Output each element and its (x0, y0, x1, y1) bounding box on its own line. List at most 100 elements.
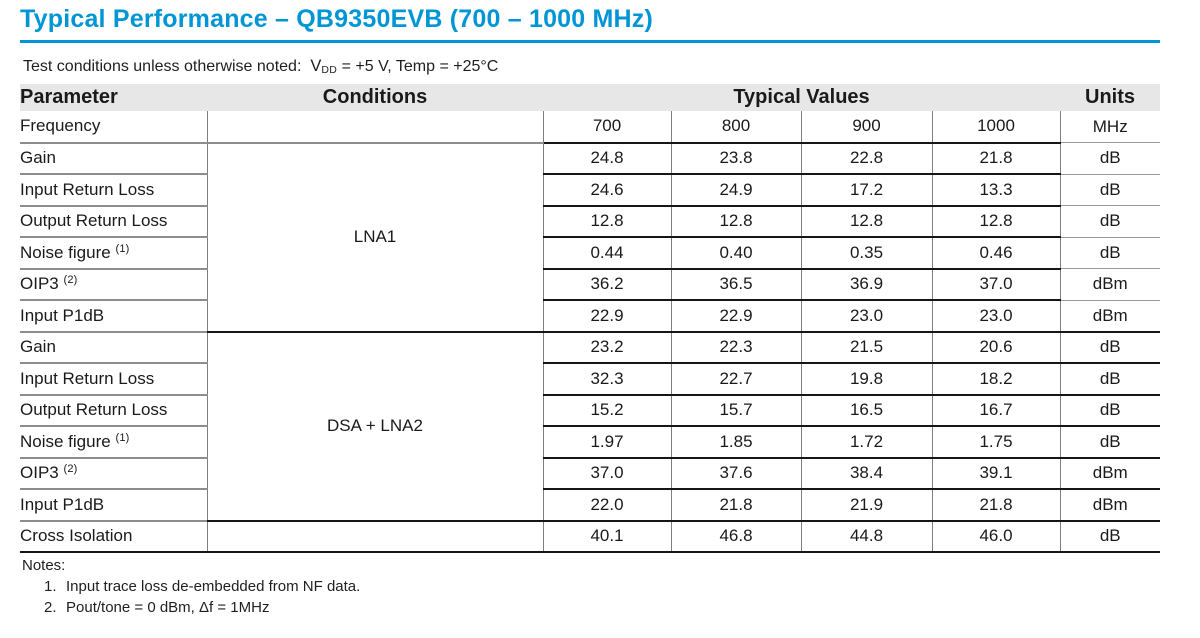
value-cell: 19.8 (801, 363, 933, 396)
value-cell: 22.3 (671, 331, 802, 364)
table-row: Input Return Loss 24.6 24.9 17.2 13.3 dB (20, 174, 1160, 207)
value-cell: 1.85 (671, 426, 802, 459)
value-cell: 24.6 (543, 174, 672, 207)
value-cell: 21.8 (932, 489, 1061, 522)
unit-cell: dB (1060, 331, 1160, 364)
value-cell: 16.7 (932, 394, 1061, 427)
value-cell: 23.8 (671, 142, 802, 175)
conditions-cell-dsa-lna2: DSA + LNA2 (207, 331, 544, 522)
value-cell: 12.8 (801, 205, 933, 238)
conditions-cell (207, 520, 544, 553)
notes-label: Notes: (22, 557, 66, 574)
unit-cell: dB (1060, 426, 1160, 459)
value-cell: 21.5 (801, 331, 933, 364)
table-row: Frequency 700 800 900 1000 MHz (20, 111, 1160, 144)
value-cell: 22.9 (671, 300, 802, 333)
table-row: Gain LNA1 24.8 23.8 22.8 21.8 dB (20, 142, 1160, 333)
value-cell: 21.9 (801, 489, 933, 522)
parameter-cell: Output Return Loss (20, 394, 208, 427)
value-cell: 46.8 (671, 520, 802, 553)
note-number: 1. (44, 578, 57, 595)
value-cell: 15.7 (671, 394, 802, 427)
note-item: 2. Pout/tone = 0 dBm, Δf = 1MHz (22, 597, 360, 618)
parameter-cell: Gain (20, 331, 208, 364)
table-row: Noise figure (1) 1.97 1.85 1.72 1.75 dB (20, 426, 1160, 459)
value-cell: 24.8 (543, 142, 672, 175)
header-typical-values: Typical Values (543, 84, 1060, 111)
value-cell: 22.0 (543, 489, 672, 522)
footnote-ref: (1) (115, 431, 130, 444)
footnote-ref: (1) (115, 242, 130, 255)
table-row: OIP3 (2) 37.0 37.6 38.4 39.1 dBm (20, 457, 1160, 490)
value-cell: 18.2 (932, 363, 1061, 396)
parameter-cell: Input Return Loss (20, 363, 208, 396)
section-title-block: Typical Performance – QB9350EVB (700 – 1… (20, 5, 1160, 43)
value-cell: 800 (671, 111, 802, 144)
table-row: OIP3 (2) 36.2 36.5 36.9 37.0 dBm (20, 268, 1160, 301)
value-cell: 23.2 (543, 331, 672, 364)
unit-cell: dB (1060, 205, 1160, 238)
footnote-ref: (2) (63, 274, 78, 287)
value-cell: 36.2 (543, 268, 672, 301)
unit-cell: dBm (1060, 457, 1160, 490)
value-cell: 0.40 (671, 237, 802, 270)
unit-cell: dB (1060, 237, 1160, 269)
value-cell: 36.5 (671, 268, 802, 301)
unit-cell: dB (1060, 174, 1160, 206)
parameter-cell: Input Return Loss (20, 174, 208, 207)
note-number: 2. (44, 599, 57, 616)
unit-cell: dB (1060, 363, 1160, 396)
table-row: Output Return Loss 12.8 12.8 12.8 12.8 d… (20, 205, 1160, 238)
performance-table: Parameter Conditions Typical Values Unit… (20, 84, 1160, 553)
value-cell: 37.0 (932, 268, 1061, 301)
value-cell: 1.72 (801, 426, 933, 459)
value-cell: 21.8 (671, 489, 802, 522)
table-row: Input Return Loss 32.3 22.7 19.8 18.2 dB (20, 363, 1160, 396)
value-cell: 40.1 (543, 520, 672, 553)
value-cell: 20.6 (932, 331, 1061, 364)
value-cell: 16.5 (801, 394, 933, 427)
performance-table-wrap: Parameter Conditions Typical Values Unit… (20, 84, 1160, 553)
value-cell: 12.8 (671, 205, 802, 238)
table-row: Output Return Loss 15.2 15.7 16.5 16.7 d… (20, 394, 1160, 427)
parameter-cell: OIP3 (2) (20, 268, 208, 301)
unit-cell: dBm (1060, 268, 1160, 301)
table-header-row: Parameter Conditions Typical Values Unit… (20, 84, 1160, 111)
notes-section: Notes: 1. Input trace loss de-embedded fr… (22, 555, 360, 618)
value-cell: 22.9 (543, 300, 672, 333)
table-row: Gain DSA + LNA2 23.2 22.3 21.5 20.6 dB (20, 331, 1160, 522)
value-cell: 22.8 (801, 142, 933, 175)
value-cell: 32.3 (543, 363, 672, 396)
value-cell: 39.1 (932, 457, 1061, 490)
parameter-cell: Noise figure (1) (20, 426, 208, 459)
value-cell: 13.3 (932, 174, 1061, 207)
conditions-cell (207, 111, 544, 144)
value-cell: 44.8 (801, 520, 933, 553)
header-conditions: Conditions (207, 84, 543, 111)
value-cell: 1.75 (932, 426, 1061, 459)
unit-cell: dBm (1060, 489, 1160, 522)
note-text: Input trace loss de-embedded from NF dat… (66, 578, 361, 595)
table-row: Cross Isolation 40.1 46.8 44.8 46.0 dB (20, 520, 1160, 553)
value-cell: 38.4 (801, 457, 933, 490)
value-cell: 21.8 (932, 142, 1061, 175)
header-units: Units (1060, 84, 1160, 111)
test-conditions-label: Test conditions unless otherwise noted: (23, 58, 302, 75)
parameter-cell: Gain (20, 142, 208, 175)
table-row: Noise figure (1) 0.44 0.40 0.35 0.46 dB (20, 237, 1160, 270)
header-parameter: Parameter (20, 84, 207, 111)
note-text: Pout/tone = 0 dBm, Δf = 1MHz (66, 599, 270, 616)
page-title: Typical Performance – QB9350EVB (700 – 1… (20, 5, 654, 33)
vdd-subscript: DD (321, 64, 338, 76)
unit-cell: dB (1060, 520, 1160, 553)
parameter-cell: Input P1dB (20, 489, 208, 522)
value-cell: 46.0 (932, 520, 1061, 553)
value-cell: 900 (801, 111, 933, 144)
unit-cell: dB (1060, 394, 1160, 427)
value-cell: 37.6 (671, 457, 802, 490)
value-cell: 23.0 (801, 300, 933, 333)
test-conditions-values: = +5 V, Temp = +25°C (337, 58, 499, 75)
value-cell: 0.35 (801, 237, 933, 270)
unit-cell: MHz (1060, 111, 1160, 143)
